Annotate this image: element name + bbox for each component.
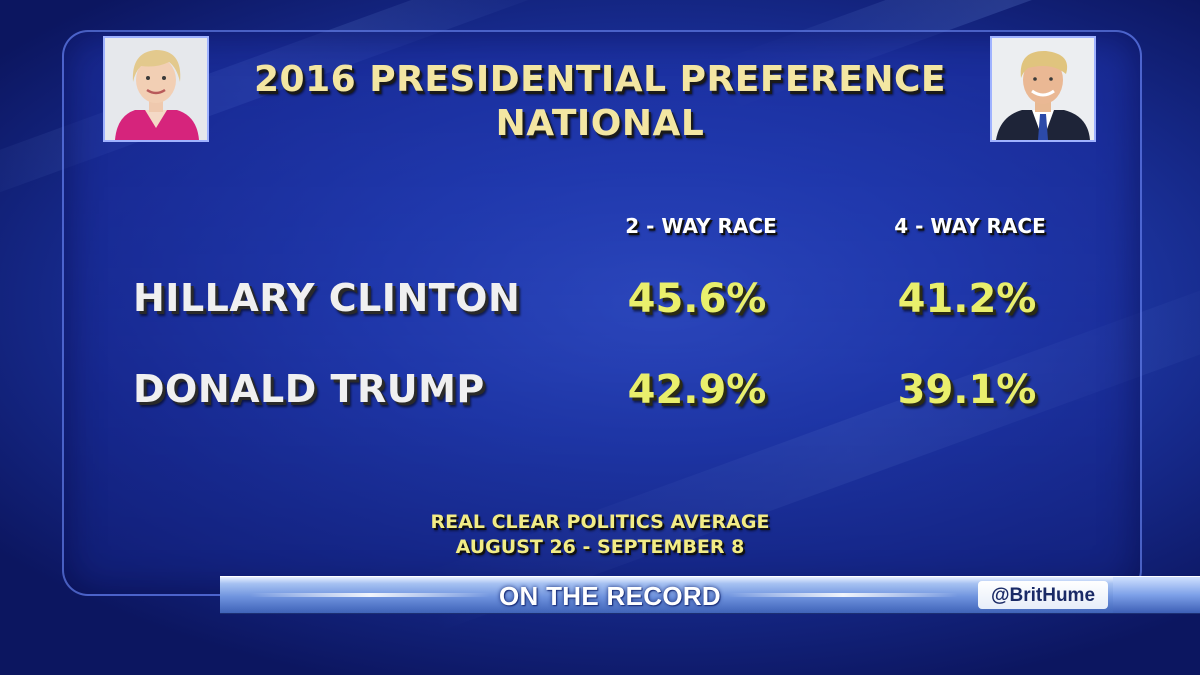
candidate-name-trump: DONALD TRUMP (133, 367, 485, 411)
clinton-4-way-value: 41.2% (897, 276, 1037, 322)
handle-badge: @BritHume (978, 581, 1108, 609)
source-label: REAL CLEAR POLITICS AVERAGE (430, 511, 770, 533)
trump-photo (990, 36, 1096, 142)
trump-4-way-value: 39.1% (897, 367, 1037, 413)
graphic-subtitle: NATIONAL (495, 103, 705, 144)
trump-2-way-value: 42.9% (627, 367, 767, 413)
twitter-handle: @BritHume (990, 585, 1096, 606)
graphic-title: 2016 PRESIDENTIAL PREFERENCE (254, 59, 946, 100)
clinton-photo (103, 36, 209, 142)
show-title: ON THE RECORD (498, 581, 722, 611)
clinton-2-way-value: 45.6% (627, 276, 767, 322)
banner-divider (250, 593, 490, 597)
content-panel (62, 30, 1142, 596)
column-header-2-way: 2 - WAY RACE (625, 214, 777, 238)
banner-end-cap (1113, 577, 1200, 613)
lower-third-banner: ON THE RECORD @BritHume (220, 576, 1200, 614)
date-range-label: AUGUST 26 - SEPTEMBER 8 (455, 536, 745, 558)
column-header-4-way: 4 - WAY RACE (894, 214, 1046, 238)
candidate-name-clinton: HILLARY CLINTON (133, 276, 521, 320)
banner-divider (728, 593, 958, 597)
